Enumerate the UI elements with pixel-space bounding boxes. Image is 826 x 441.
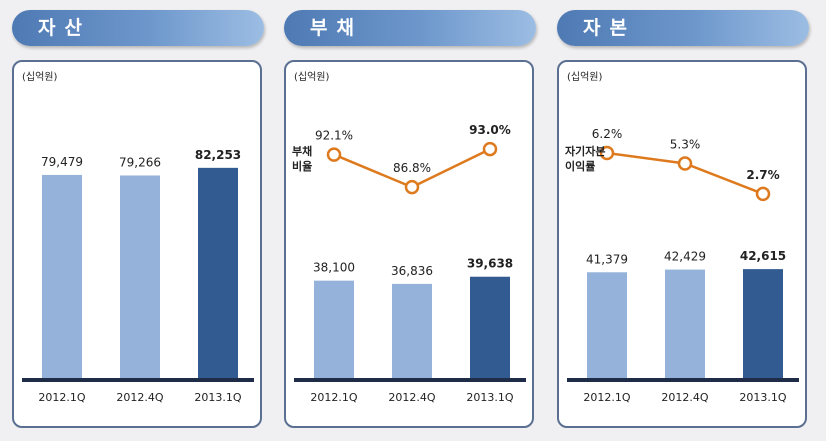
bar xyxy=(42,174,82,378)
bar xyxy=(665,269,705,378)
line-point xyxy=(599,145,615,161)
header-liabilities: 부채 xyxy=(284,10,536,46)
x-axis-baseline xyxy=(22,378,254,382)
bar xyxy=(587,272,627,378)
line-point xyxy=(326,147,342,162)
line-series-name: 비율 xyxy=(292,159,312,173)
line-value-label: 6.2% xyxy=(592,127,623,141)
bar xyxy=(470,276,510,378)
line-value-label: 92.1% xyxy=(315,129,353,143)
bar-value-label: 41,379 xyxy=(586,252,628,266)
line-value-label: 2.7% xyxy=(746,168,779,182)
bar-value-label: 79,266 xyxy=(119,155,161,169)
panel-equity: (십억원) 41,379 2012.1Q 42,429 2012.4Q 42,615 20… xyxy=(557,60,807,428)
header-equity: 자본 xyxy=(557,10,809,46)
line-series-name: 이익률 xyxy=(565,159,595,173)
line-point xyxy=(404,179,420,195)
equity-chart: 41,379 2012.1Q 42,429 2012.4Q 42,615 2013.1Q 6… xyxy=(565,127,799,404)
line-point xyxy=(482,141,498,157)
bar xyxy=(120,175,160,378)
line-point xyxy=(677,156,693,171)
unit-label: (십억원) xyxy=(567,72,603,83)
bar xyxy=(743,269,783,378)
header-assets: 자산 xyxy=(12,10,264,46)
bar-value-label: 38,100 xyxy=(313,261,355,275)
x-tick-label: 2012.1Q xyxy=(38,391,85,404)
line-value-label: 5.3% xyxy=(670,138,701,152)
x-tick-label: 2013.1Q xyxy=(466,391,513,404)
bar-value-label: 39,638 xyxy=(467,257,513,271)
line-value-label: 93.0% xyxy=(469,123,511,137)
bar-value-label: 42,429 xyxy=(664,250,706,264)
x-tick-label: 2012.4Q xyxy=(661,391,708,404)
bar-value-label: 36,836 xyxy=(391,264,433,278)
x-tick-label: 2012.1Q xyxy=(583,391,630,404)
bar xyxy=(314,280,354,378)
x-tick-label: 2013.1Q xyxy=(739,391,786,404)
x-tick-label: 2012.4Q xyxy=(116,391,163,404)
x-tick-label: 2012.1Q xyxy=(310,391,357,404)
x-tick-label: 2012.4Q xyxy=(388,391,435,404)
line-value-label: 86.8% xyxy=(393,161,431,175)
panel-liabilities: (십억원) 38,100 2012.1Q 36,836 2012.4Q 39,638 20… xyxy=(284,60,534,428)
x-axis-baseline xyxy=(567,378,799,382)
assets-chart: 79,479 2012.1Q 79,266 2012.4Q 82,253 2013.1Q xyxy=(22,148,254,404)
line-point xyxy=(755,186,771,202)
panel-assets: (십억원) 79,479 2012.1Q 79,266 2012.4Q 82,253 20… xyxy=(12,60,262,428)
line-series-name: 부채 xyxy=(292,144,312,158)
liabilities-chart: 38,100 2012.1Q 36,836 2012.4Q 39,638 2013.1Q 9… xyxy=(292,123,526,404)
unit-label: (십억원) xyxy=(22,72,58,83)
line-series-name: 자기자본 xyxy=(565,144,605,158)
bar-value-label: 42,615 xyxy=(740,249,786,263)
bar xyxy=(392,283,432,378)
x-axis-baseline xyxy=(294,378,526,382)
bar-value-label: 79,479 xyxy=(41,155,83,169)
unit-label: (십억원) xyxy=(294,72,330,83)
bar xyxy=(198,167,238,378)
bar-value-label: 82,253 xyxy=(195,148,241,162)
x-tick-label: 2013.1Q xyxy=(194,391,241,404)
